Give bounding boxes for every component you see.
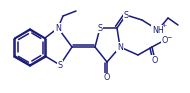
Text: O: O	[152, 56, 158, 65]
Text: N: N	[117, 43, 123, 52]
Text: NH: NH	[152, 25, 164, 35]
Text: −: −	[166, 35, 172, 40]
Text: S: S	[57, 61, 63, 69]
Text: S: S	[124, 11, 129, 20]
Text: N: N	[55, 24, 61, 32]
Text: O: O	[162, 36, 168, 44]
Text: S: S	[97, 24, 103, 32]
Text: O: O	[104, 73, 110, 82]
Text: +: +	[161, 23, 167, 28]
